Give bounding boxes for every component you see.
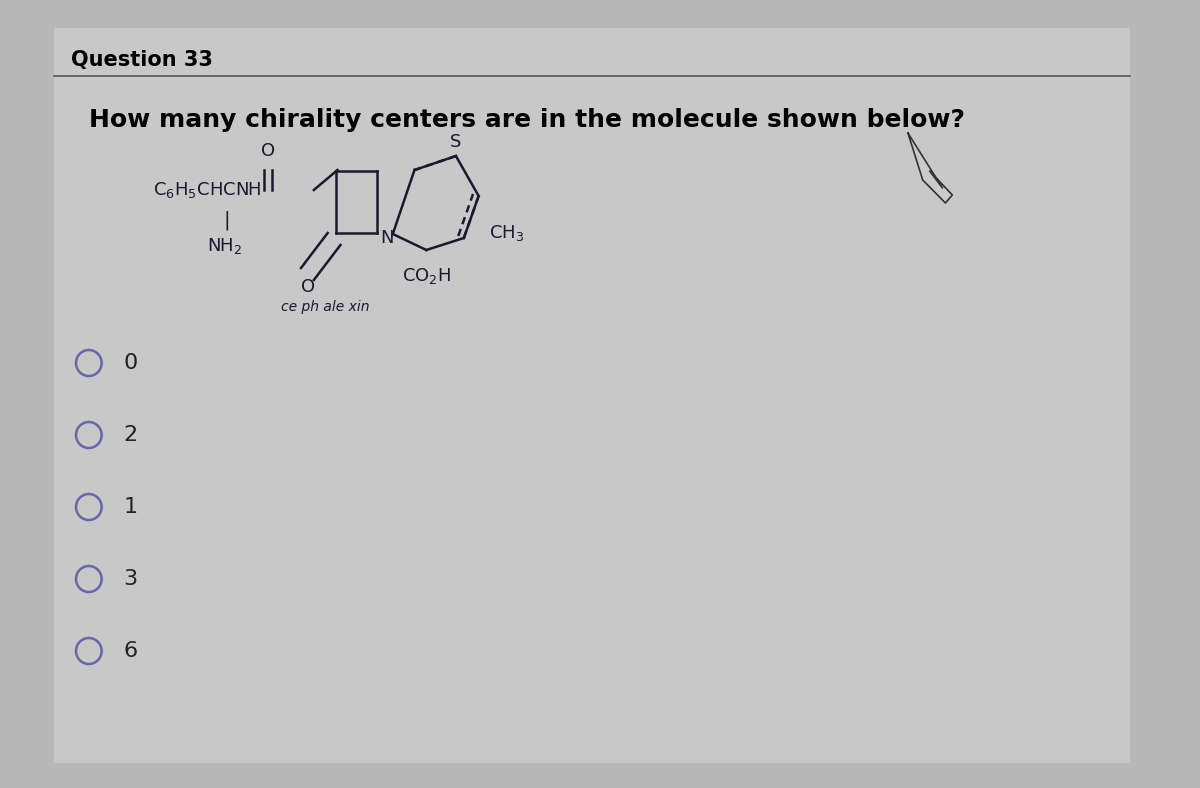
Text: CO$_2$H: CO$_2$H xyxy=(402,266,451,286)
Text: S: S xyxy=(450,133,462,151)
Text: ce ph ale xin: ce ph ale xin xyxy=(282,300,370,314)
Text: |: | xyxy=(223,210,230,230)
Text: 1: 1 xyxy=(124,497,138,517)
Text: NH$_2$: NH$_2$ xyxy=(208,236,242,256)
Text: $\mathregular{C_6H_5}$CHCNH: $\mathregular{C_6H_5}$CHCNH xyxy=(152,180,262,200)
Text: Question 33: Question 33 xyxy=(71,50,212,70)
Text: How many chirality centers are in the molecule shown below?: How many chirality centers are in the mo… xyxy=(89,108,965,132)
Text: 6: 6 xyxy=(124,641,138,661)
Text: 0: 0 xyxy=(124,353,138,373)
Text: N: N xyxy=(380,229,394,247)
Polygon shape xyxy=(908,133,953,203)
FancyBboxPatch shape xyxy=(54,28,1130,763)
Text: O: O xyxy=(301,278,314,296)
Text: CH$_3$: CH$_3$ xyxy=(488,223,523,243)
Text: 2: 2 xyxy=(124,425,138,445)
Text: 3: 3 xyxy=(124,569,138,589)
Text: O: O xyxy=(262,142,276,160)
